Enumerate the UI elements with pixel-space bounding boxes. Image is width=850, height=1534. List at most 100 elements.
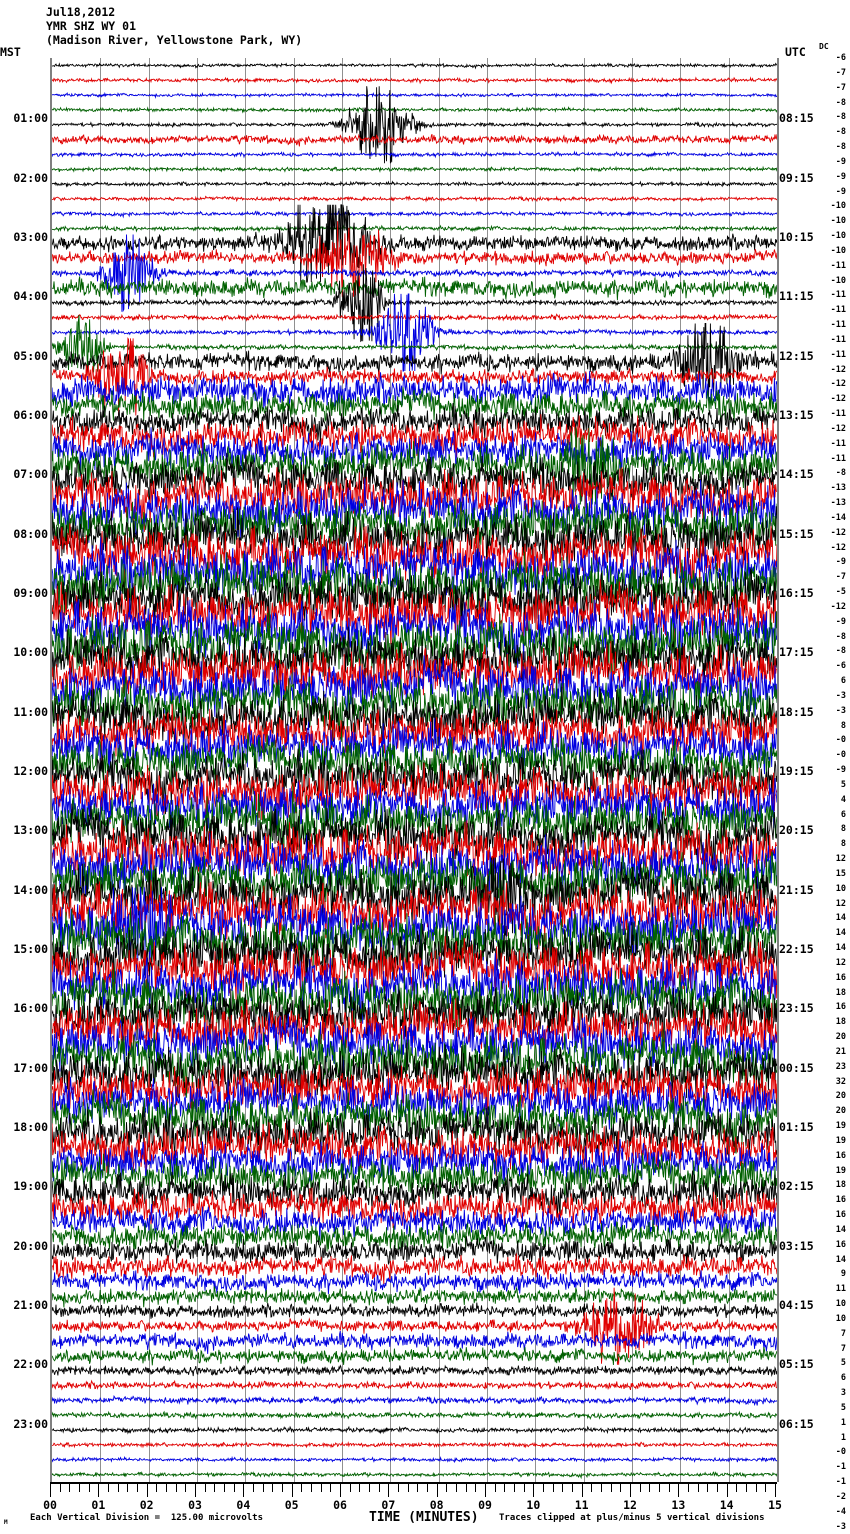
x-axis-tick-label: 15: [768, 1498, 782, 1512]
tick-minor: [224, 1484, 225, 1492]
dc-offset-label: 14: [835, 928, 846, 939]
dc-offset-label: -10: [830, 245, 846, 256]
mst-hour-label: 22:00: [13, 1357, 48, 1372]
dc-offset-label: 10: [835, 1313, 846, 1324]
seismogram-trace: [52, 1042, 777, 1106]
utc-hour-label: 13:15: [779, 408, 814, 422]
tick-major: [775, 1484, 776, 1497]
seismogram-trace: [52, 467, 777, 532]
seismogram-trace: [52, 223, 777, 234]
seismogram-trace: [52, 1236, 777, 1268]
x-axis-ticks: [50, 1482, 777, 1498]
gridline-minute: [438, 58, 440, 1482]
mst-hour-label: 17:00: [13, 1060, 48, 1075]
tick-minor: [562, 1484, 564, 1492]
tick-minor: [456, 1484, 457, 1492]
x-axis-tick-label: 03: [188, 1498, 202, 1512]
tick-major: [146, 1484, 148, 1497]
tick-minor: [108, 1484, 109, 1492]
mst-hour-label: 23:00: [13, 1416, 48, 1431]
seismogram-trace: [52, 655, 777, 720]
dc-offset-label: -12: [830, 394, 846, 405]
seismogram-trace: [52, 1253, 777, 1285]
tick-minor: [668, 1484, 670, 1492]
footer-axis-title: TIME (MINUTES): [369, 1510, 479, 1525]
utc-hour-label: 22:15: [779, 942, 814, 956]
seismogram-trace: [52, 195, 777, 203]
tick-minor: [765, 1484, 767, 1492]
dc-offset-label: -8: [835, 97, 846, 108]
dc-offset-label: 19: [835, 1165, 846, 1176]
seismogram-trace: [52, 62, 777, 70]
dc-offset-label: -2: [835, 1491, 846, 1502]
dc-offset-label: -11: [830, 349, 846, 360]
tick-minor: [697, 1484, 699, 1492]
seismogram-trace: [52, 857, 777, 935]
utc-hour-label: 17:15: [779, 645, 814, 660]
dc-offset-label: 5: [840, 1402, 846, 1413]
seismogram-trace: [52, 907, 777, 975]
mst-hour-label: 21:00: [13, 1298, 48, 1312]
tick-major: [195, 1484, 196, 1497]
tick-major: [50, 1484, 51, 1497]
utc-hour-label: 04:15: [779, 1298, 814, 1312]
dc-offset-label: -12: [830, 379, 846, 390]
dc-offset-label: -7: [835, 572, 846, 583]
dc-offset-label: 20: [835, 1106, 846, 1117]
seismogram-trace: [52, 783, 777, 861]
seismogram-trace: [52, 718, 777, 775]
x-axis-tick-label: 04: [236, 1498, 251, 1512]
dc-offset-label: 12: [835, 957, 846, 968]
seismogram-trace: [52, 936, 777, 1003]
utc-hour-label: 14:15: [779, 467, 814, 482]
dc-offset-label: -12: [830, 423, 846, 434]
dc-offset-label: 10: [835, 1299, 846, 1309]
utc-hour-label: 16:15: [779, 586, 814, 600]
dc-offset-label: 3: [840, 1388, 846, 1398]
seismogram-trace: [52, 210, 777, 219]
dc-offset-label: 16: [835, 1210, 846, 1220]
tick-minor: [378, 1484, 380, 1492]
x-axis-tick-label: 09: [478, 1498, 492, 1512]
dc-offset-label: -13: [830, 498, 846, 508]
seismogram-trace: [52, 427, 777, 505]
utc-hour-label: 05:15: [779, 1357, 814, 1372]
utc-hour-label: 09:15: [779, 170, 814, 185]
seismogram-trace: [52, 1089, 777, 1154]
tick-minor: [504, 1484, 506, 1492]
seismogram-trace: [52, 609, 777, 680]
dc-offset-label: 8: [840, 720, 846, 731]
tick-major: [581, 1484, 583, 1497]
tick-minor: [204, 1484, 206, 1492]
mst-hour-label: 20:00: [13, 1238, 48, 1253]
header-date: Jul18,2012: [46, 5, 116, 19]
dc-offset-label: -8: [835, 468, 846, 479]
tick-major: [678, 1484, 680, 1497]
seismogram-trace: [52, 1379, 777, 1391]
dc-offset-label: -11: [830, 305, 846, 316]
tick-minor: [601, 1484, 602, 1492]
dc-offset-label: 14: [835, 1254, 846, 1265]
tick-major: [98, 1484, 100, 1497]
tick-minor: [610, 1484, 612, 1492]
dc-offset-label: -9: [835, 557, 846, 568]
seismogram-trace: [52, 133, 777, 147]
seismogram-trace: [52, 921, 777, 984]
tick-minor: [523, 1484, 525, 1492]
dc-offset-label: -11: [830, 334, 846, 345]
mst-hour-label: 18:00: [13, 1120, 48, 1134]
seismogram-trace: [52, 579, 777, 648]
utc-hour-label: 10:15: [779, 230, 814, 244]
seismogram-trace: [52, 777, 777, 834]
dc-offset-label: -4: [835, 1506, 846, 1517]
tick-minor: [69, 1484, 71, 1492]
dc-offset-label: -1: [835, 1477, 846, 1487]
dc-offset-label: 18: [835, 1017, 846, 1028]
tick-major: [533, 1484, 535, 1497]
gridline-minute: [342, 58, 343, 1482]
seismogram-trace: [52, 1441, 777, 1449]
tick-minor: [301, 1484, 303, 1492]
dc-offset-label: -0: [835, 1447, 846, 1458]
tick-minor: [59, 1484, 61, 1492]
tick-major: [726, 1484, 728, 1497]
